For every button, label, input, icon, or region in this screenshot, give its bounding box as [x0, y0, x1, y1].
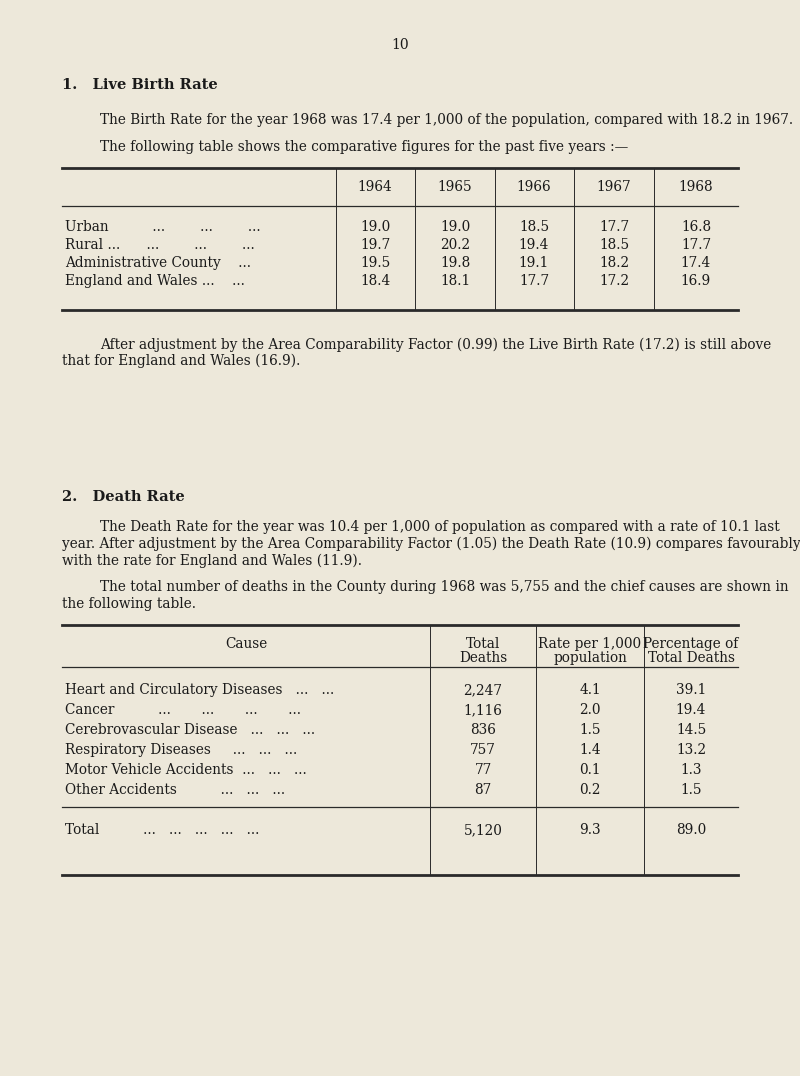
Text: Other Accidents          ...   ...   ...: Other Accidents ... ... ... [65, 783, 285, 797]
Text: Total Deaths: Total Deaths [647, 651, 734, 665]
Text: 19.4: 19.4 [676, 703, 706, 717]
Text: 17.7: 17.7 [681, 238, 711, 252]
Text: the following table.: the following table. [62, 597, 196, 611]
Text: 18.5: 18.5 [599, 238, 629, 252]
Text: 18.5: 18.5 [519, 220, 549, 233]
Text: 17.2: 17.2 [599, 274, 629, 288]
Text: 9.3: 9.3 [579, 823, 601, 837]
Text: 0.1: 0.1 [579, 763, 601, 777]
Text: Respiratory Diseases     ...   ...   ...: Respiratory Diseases ... ... ... [65, 744, 298, 758]
Text: 89.0: 89.0 [676, 823, 706, 837]
Text: The total number of deaths in the County during 1968 was 5,755 and the chief cau: The total number of deaths in the County… [100, 580, 789, 594]
Text: 1967: 1967 [597, 180, 631, 194]
Text: 19.5: 19.5 [360, 256, 390, 270]
Text: Total: Total [466, 637, 500, 651]
Text: 20.2: 20.2 [440, 238, 470, 252]
Text: that for England and Wales (16.9).: that for England and Wales (16.9). [62, 354, 300, 368]
Text: 2.   Death Rate: 2. Death Rate [62, 490, 185, 504]
Text: 1,116: 1,116 [463, 703, 502, 717]
Text: 1.5: 1.5 [680, 783, 702, 797]
Text: The Birth Rate for the year 1968 was 17.4 per 1,000 of the population, compared : The Birth Rate for the year 1968 was 17.… [100, 113, 793, 127]
Text: with the rate for England and Wales (11.9).: with the rate for England and Wales (11.… [62, 554, 362, 568]
Text: 1.   Live Birth Rate: 1. Live Birth Rate [62, 77, 218, 93]
Text: 1966: 1966 [517, 180, 551, 194]
Text: 2.0: 2.0 [579, 703, 601, 717]
Text: Percentage of: Percentage of [643, 637, 738, 651]
Text: Cause: Cause [225, 637, 267, 651]
Text: 19.8: 19.8 [440, 256, 470, 270]
Text: 87: 87 [474, 783, 492, 797]
Text: England and Wales ...    ...: England and Wales ... ... [65, 274, 245, 288]
Text: 17.7: 17.7 [519, 274, 549, 288]
Text: Rural ...      ...        ...        ...: Rural ... ... ... ... [65, 238, 254, 252]
Text: 18.4: 18.4 [360, 274, 390, 288]
Text: 10: 10 [391, 38, 409, 52]
Text: Cancer          ...       ...       ...       ...: Cancer ... ... ... ... [65, 703, 301, 717]
Text: year. After adjustment by the Area Comparability Factor (1.05) the Death Rate (1: year. After adjustment by the Area Compa… [62, 537, 800, 551]
Text: 19.1: 19.1 [519, 256, 549, 270]
Text: 17.4: 17.4 [681, 256, 711, 270]
Text: population: population [553, 651, 627, 665]
Text: 1968: 1968 [678, 180, 714, 194]
Text: 5,120: 5,120 [463, 823, 502, 837]
Text: 757: 757 [470, 744, 496, 758]
Text: 16.8: 16.8 [681, 220, 711, 233]
Text: 1.5: 1.5 [579, 723, 601, 737]
Text: Administrative County    ...: Administrative County ... [65, 256, 251, 270]
Text: 1.3: 1.3 [680, 763, 702, 777]
Text: 836: 836 [470, 723, 496, 737]
Text: Deaths: Deaths [459, 651, 507, 665]
Text: The following table shows the comparative figures for the past five years :—: The following table shows the comparativ… [100, 140, 628, 154]
Text: Total          ...   ...   ...   ...   ...: Total ... ... ... ... ... [65, 823, 259, 837]
Text: Heart and Circulatory Diseases   ...   ...: Heart and Circulatory Diseases ... ... [65, 683, 334, 697]
Text: 19.7: 19.7 [360, 238, 390, 252]
Text: After adjustment by the Area Comparability Factor (0.99) the Live Birth Rate (17: After adjustment by the Area Comparabili… [100, 338, 771, 353]
Text: Motor Vehicle Accidents  ...   ...   ...: Motor Vehicle Accidents ... ... ... [65, 763, 306, 777]
Text: 1.4: 1.4 [579, 744, 601, 758]
Text: 18.2: 18.2 [599, 256, 629, 270]
Text: The Death Rate for the year was 10.4 per 1,000 of population as compared with a : The Death Rate for the year was 10.4 per… [100, 520, 780, 534]
Text: 0.2: 0.2 [579, 783, 601, 797]
Text: 13.2: 13.2 [676, 744, 706, 758]
Text: 17.7: 17.7 [599, 220, 629, 233]
Text: 77: 77 [474, 763, 492, 777]
Text: 14.5: 14.5 [676, 723, 706, 737]
Text: 39.1: 39.1 [676, 683, 706, 697]
Text: Urban          ...        ...        ...: Urban ... ... ... [65, 220, 261, 233]
Text: 19.0: 19.0 [360, 220, 390, 233]
Text: Cerebrovascular Disease   ...   ...   ...: Cerebrovascular Disease ... ... ... [65, 723, 315, 737]
Text: Rate per 1,000: Rate per 1,000 [538, 637, 642, 651]
Text: 2,247: 2,247 [463, 683, 502, 697]
Text: 16.9: 16.9 [681, 274, 711, 288]
Text: 4.1: 4.1 [579, 683, 601, 697]
Text: 19.4: 19.4 [519, 238, 549, 252]
Text: 19.0: 19.0 [440, 220, 470, 233]
Text: 1964: 1964 [358, 180, 392, 194]
Text: 18.1: 18.1 [440, 274, 470, 288]
Text: 1965: 1965 [438, 180, 472, 194]
